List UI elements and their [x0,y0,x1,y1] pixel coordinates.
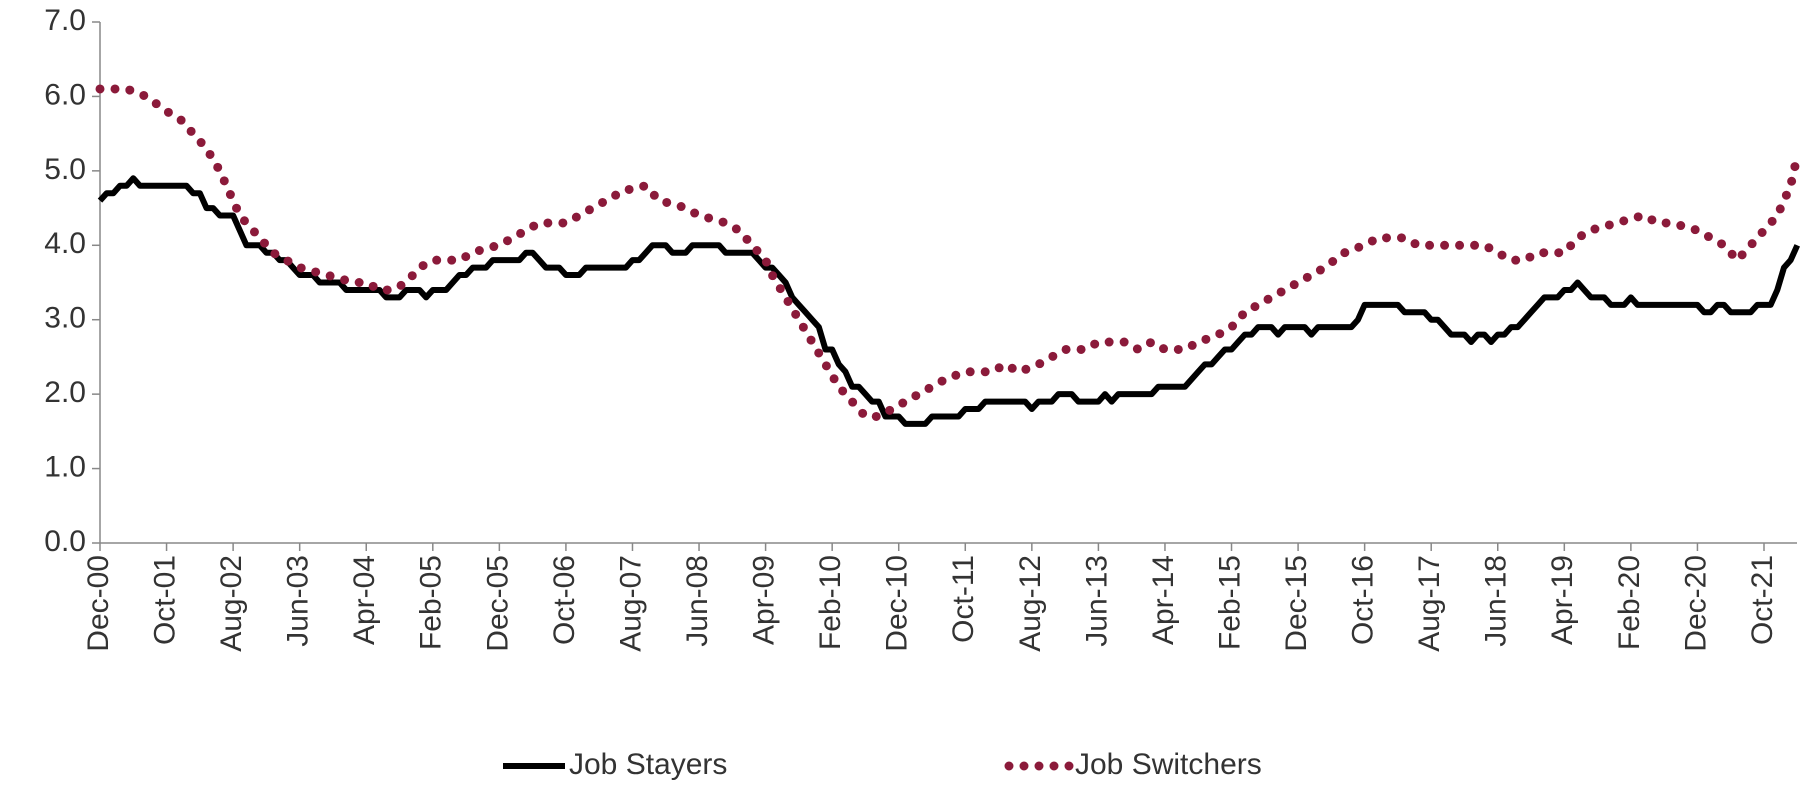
y-tick-label: 2.0 [44,376,86,409]
y-tick-label: 3.0 [44,302,86,335]
series-line [97,175,1800,427]
x-tick-label: Jun-13 [1080,555,1113,647]
x-tick-label: Feb-15 [1213,555,1246,650]
x-tick-label: Dec-15 [1280,555,1313,652]
y-tick-label: 5.0 [44,153,86,186]
x-tick-label: Oct-21 [1746,555,1779,645]
x-tick-label: Oct-16 [1347,555,1380,645]
y-tick-label: 6.0 [44,78,86,111]
series-line [95,84,1800,421]
x-tick-label: Apr-04 [348,555,381,645]
y-tick-label: 1.0 [44,450,86,483]
y-tick-label: 7.0 [44,4,86,37]
x-tick-label: Aug-17 [1413,555,1446,652]
x-tick-label: Aug-07 [614,555,647,652]
x-tick-label: Jun-03 [282,555,315,647]
x-tick-label: Dec-20 [1679,555,1712,652]
x-tick-label: Apr-19 [1546,555,1579,645]
x-tick-label: Feb-20 [1613,555,1646,650]
y-tick-label: 4.0 [44,227,86,260]
x-tick-label: Feb-10 [814,555,847,650]
x-tick-label: Oct-11 [947,555,980,643]
y-tick-label: 0.0 [44,525,86,558]
x-tick-label: Jun-08 [681,555,714,647]
x-tick-label: Aug-12 [1014,555,1047,652]
x-tick-label: Apr-14 [1147,555,1180,645]
x-tick-label: Dec-10 [881,555,914,652]
legend-label: Job Switchers [1075,748,1262,781]
x-tick-label: Feb-05 [415,555,448,650]
x-tick-label: Dec-05 [481,555,514,652]
x-tick-label: Oct-06 [548,555,581,645]
legend-label: Job Stayers [569,748,727,781]
x-tick-label: Dec-00 [82,555,115,652]
x-tick-label: Aug-02 [215,555,248,652]
x-tick-label: Oct-01 [148,555,181,645]
x-tick-label: Jun-18 [1480,555,1513,647]
x-tick-label: Apr-09 [748,555,781,645]
